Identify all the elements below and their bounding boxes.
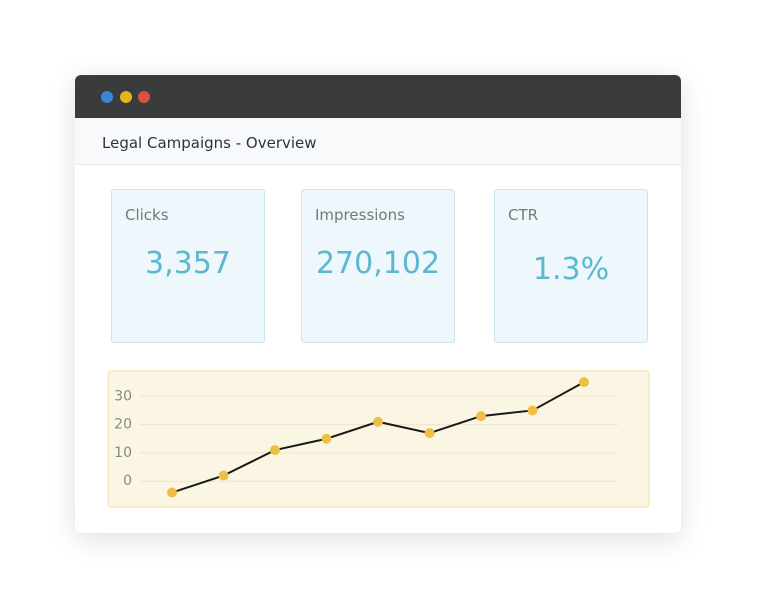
data-point [270,445,280,456]
window-dot[interactable] [101,91,113,103]
data-point [424,428,435,439]
data-point [527,405,538,416]
title-bar [75,75,681,118]
data-point [167,487,177,498]
y-tick-label: 20 [114,417,132,433]
y-tick-label: 30 [114,388,132,404]
stat-label: Impressions [315,206,405,224]
y-tick-label: 10 [114,445,132,461]
data-point [373,416,383,427]
stat-value: 3,357 [145,246,231,281]
window-dot[interactable] [138,91,150,103]
window: Legal Campaigns - Overview Clicks 3,357 … [75,75,681,533]
stat-value: 270,102 [315,246,441,281]
data-point [579,377,589,388]
stat-value: 1.3% [532,252,610,287]
window-dot[interactable] [120,91,132,103]
stat-card: Impressions 270,102 [301,189,455,343]
stat-label: CTR [508,206,539,224]
y-tick-label: 0 [123,473,132,489]
stat-label: Clicks [125,206,169,224]
stat-card: Clicks 3,357 [111,189,265,343]
data-point [476,411,486,422]
stat-card: CTR 1.3% [494,189,648,343]
data-point [218,470,229,481]
data-point [321,433,332,444]
header-title: Legal Campaigns - Overview [75,118,681,165]
chart-area [107,370,650,508]
